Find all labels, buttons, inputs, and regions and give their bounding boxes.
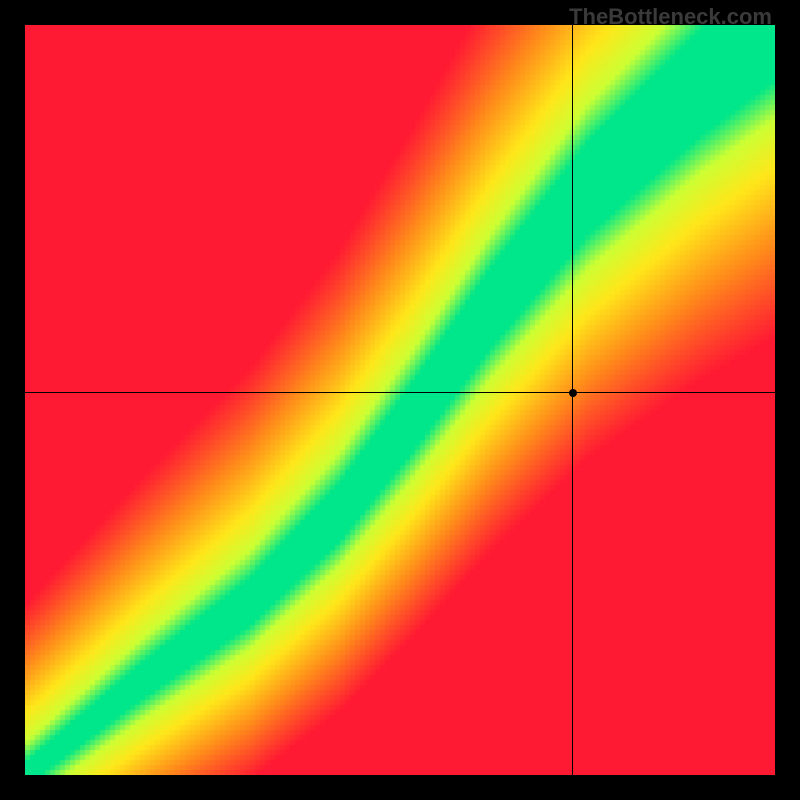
watermark-text: TheBottleneck.com [569, 4, 772, 30]
crosshair-horizontal [25, 392, 775, 393]
crosshair-vertical [572, 25, 573, 775]
heatmap-canvas [25, 25, 775, 775]
chart-container: TheBottleneck.com [0, 0, 800, 800]
crosshair-dot [569, 389, 577, 397]
heatmap-area [25, 25, 775, 775]
